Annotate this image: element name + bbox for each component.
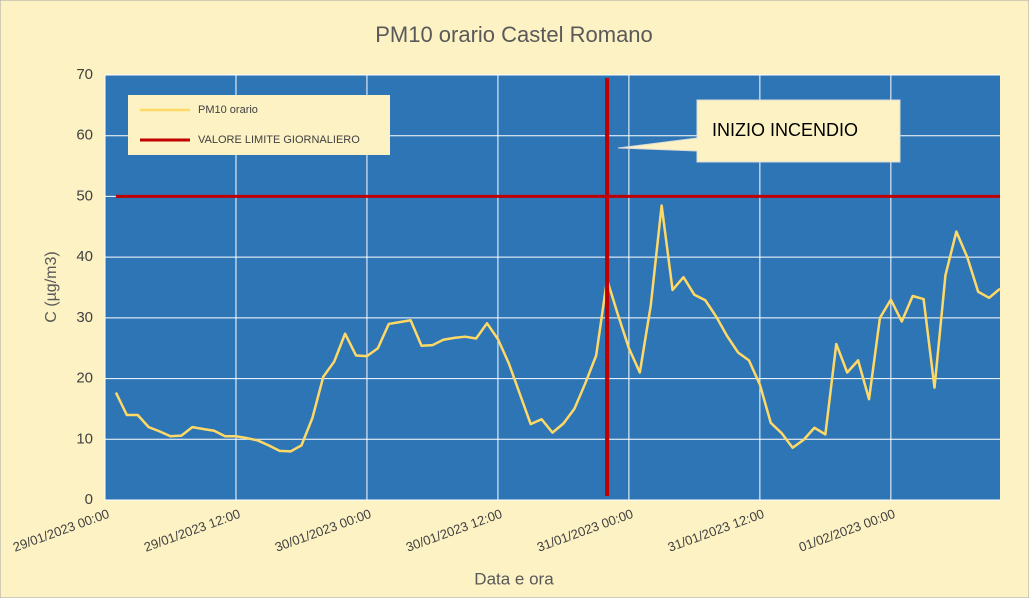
chart-title: PM10 orario Castel Romano: [375, 22, 653, 47]
callout-box: [617, 99, 901, 163]
legend-box: [128, 95, 390, 155]
legend: PM10 orario VALORE LIMITE GIORNALIERO: [128, 95, 390, 155]
y-tick-label: 0: [85, 491, 93, 508]
annotation-text: INIZIO INCENDIO: [712, 120, 858, 140]
legend-label: PM10 orario: [198, 104, 258, 116]
y-axis-label: C (µg/m3): [43, 251, 60, 322]
y-tick-label: 20: [76, 370, 93, 387]
callout: INIZIO INCENDIO: [617, 99, 901, 163]
legend-label: VALORE LIMITE GIORNALIERO: [198, 134, 360, 146]
y-tick-label: 50: [76, 187, 93, 204]
y-tick-label: 30: [76, 309, 93, 326]
y-tick-label: 40: [76, 248, 93, 265]
x-axis-label: Data e ora: [474, 569, 554, 588]
series-line: [114, 204, 1001, 453]
marks: [114, 78, 1001, 496]
y-tick-label: 60: [76, 127, 93, 144]
y-tick-label: 70: [76, 66, 93, 83]
y-tick-label: 10: [76, 430, 93, 447]
